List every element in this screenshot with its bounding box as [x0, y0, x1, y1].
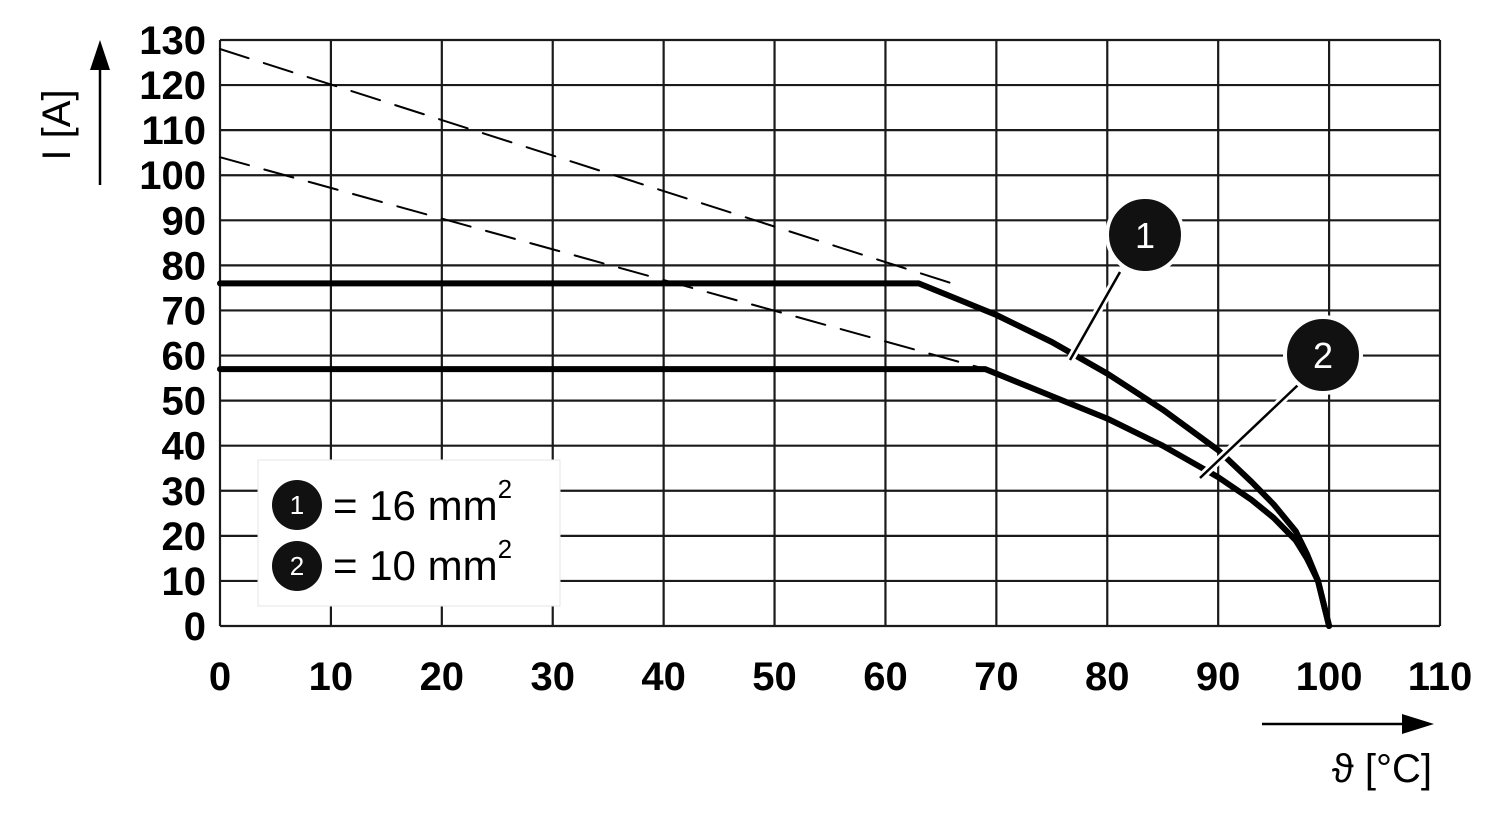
grid — [218, 38, 1442, 628]
series-layer — [217, 48, 1333, 629]
callout-marker-2-icon — [1283, 315, 1363, 395]
y-tick-label: 30 — [162, 470, 207, 514]
y-tick-label: 100 — [139, 154, 206, 198]
x-tick-label: 10 — [309, 655, 354, 699]
x-tick-label: 0 — [209, 655, 231, 699]
y-axis-title-group: I [A] — [35, 40, 110, 185]
x-axis-title-group: ϑ [°C] — [1262, 714, 1434, 791]
x-tick-label: 90 — [1196, 655, 1241, 699]
series-1-callout: 1 — [1066, 195, 1185, 362]
callout-marker-1-icon — [1105, 195, 1185, 275]
legend-item-1: 1 = 16 mm2 — [272, 474, 512, 530]
y-tick-label: 90 — [162, 199, 207, 243]
y-tick-label: 80 — [162, 244, 207, 288]
x-tick-labels: 0 10 20 30 40 50 60 70 80 90 100 110 — [209, 655, 1472, 699]
extrapolation-line-2 — [219, 156, 987, 371]
y-tick-label: 60 — [162, 335, 207, 379]
x-tick-label: 70 — [974, 655, 1019, 699]
callout-label-1: 1 — [1135, 215, 1155, 256]
legend: 1 = 16 mm2 2 = 10 mm2 — [257, 459, 561, 607]
y-axis-title: I [A] — [35, 89, 79, 160]
series-line-2 — [217, 366, 1333, 629]
legend-marker-2-label: 2 — [290, 551, 304, 581]
x-axis-title: ϑ [°C] — [1332, 747, 1432, 791]
y-tick-label: 110 — [141, 109, 206, 153]
extrapolation-line-1 — [219, 48, 953, 285]
legend-label-1: = 16 mm2 — [333, 474, 512, 529]
y-tick-label: 20 — [162, 515, 207, 559]
x-tick-label: 110 — [1408, 655, 1473, 699]
y-tick-label: 10 — [162, 560, 207, 604]
x-tick-label: 60 — [863, 655, 908, 699]
legend-label-1-sup: 2 — [498, 474, 512, 504]
legend-label-1-text: = 16 mm — [333, 482, 498, 529]
callout-label-2: 2 — [1313, 335, 1333, 376]
x-tick-label: 80 — [1085, 655, 1130, 699]
legend-label-2-text: = 10 mm — [333, 542, 498, 589]
callout-leader-1-line — [1068, 271, 1122, 361]
y-tick-label: 0 — [184, 605, 206, 649]
x-tick-label: 20 — [420, 655, 465, 699]
callout-leader-2-line — [1199, 384, 1299, 479]
y-tick-label: 40 — [162, 425, 207, 469]
legend-item-2: 2 = 10 mm2 — [272, 534, 512, 591]
legend-label-2-sup: 2 — [498, 534, 512, 564]
x-tick-label: 50 — [752, 655, 797, 699]
legend-marker-1-label: 1 — [290, 490, 304, 520]
x-tick-label: 40 — [641, 655, 686, 699]
y-tick-label: 120 — [139, 64, 206, 108]
x-axis-arrow-icon — [1402, 714, 1434, 734]
callouts: 1 2 — [1066, 195, 1363, 481]
series-2-callout: 2 — [1197, 315, 1363, 481]
legend-label-2: = 10 mm2 — [333, 534, 512, 589]
y-tick-label: 50 — [162, 380, 207, 424]
legend-marker-2-icon — [272, 541, 322, 591]
legend-marker-1-icon — [272, 480, 322, 530]
x-tick-label: 100 — [1296, 655, 1363, 699]
y-tick-label: 130 — [139, 19, 206, 63]
y-axis-arrow-icon — [90, 40, 110, 70]
y-tick-label: 70 — [162, 289, 207, 333]
x-tick-label: 30 — [530, 655, 575, 699]
